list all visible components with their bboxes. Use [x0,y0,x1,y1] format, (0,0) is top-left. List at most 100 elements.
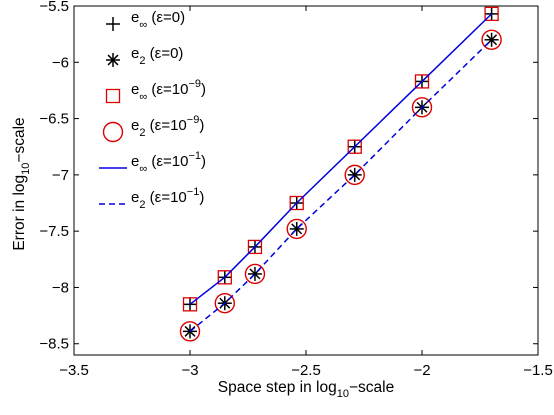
series-4-point [344,164,365,186]
legend-label-paren: (ε=10 [147,81,188,98]
legend-label-paren: (ε=0) [147,9,185,26]
square-outline [484,6,499,22]
legend-label-main: e [131,9,139,26]
x-axis-label-subscript: 10 [337,388,349,400]
legend-label-superscript: −1 [187,186,200,198]
y-tick-label: −7 [52,167,69,184]
ticks-layer: −3.5 −3 −2.5 −2 −1.5 −8.5 −8 −7.5 −7 −6.5 −6 −5.5 [39,0,552,379]
x-axis-label-tail: −scale [349,379,394,396]
series-4-point [411,97,433,118]
legend-entry-3: e∞ (ε=10−9) [105,78,206,104]
x-tick-label: −2 [413,362,430,379]
series-5 [189,13,493,305]
legend-label-main: e [131,117,139,134]
circle-outline [411,97,433,118]
legend-label-superscript: −1 [188,150,201,162]
series-3-point [414,74,430,89]
legend-label-paren: (ε=0) [145,45,183,62]
series-3-point [347,139,362,154]
legend-label: e∞ (ε=10−1) [131,150,206,175]
legend-label-main: e [131,189,139,206]
circle-outline [179,321,201,342]
legend-label-close: ) [199,117,204,134]
legend-label-close: ) [199,189,204,206]
y-tick-label: −6 [52,54,69,71]
circle-outline [244,263,266,285]
y-axis-label: Error in log10−scale [11,117,32,250]
legend-label-subscript: ∞ [139,163,147,175]
square-outline [347,139,362,154]
legend-label-main: e [131,45,139,62]
legend-label-close: ) [201,81,206,98]
series-3-point [484,6,499,22]
circle-outline [481,29,502,50]
circle-outline [102,121,124,143]
legend-entry-4: e2 (ε=10−9) [102,114,204,143]
y-tick-label: −8 [52,279,69,296]
series-3-point [182,297,198,312]
series-4 [179,29,502,342]
legend-label-superscript: −9 [187,114,200,126]
y-tick-label: −8.5 [39,336,69,353]
series-4-point [244,263,266,285]
legend-label: e2 (ε=10−1) [131,186,204,211]
legend-label-subscript: ∞ [139,91,147,103]
square-outline [414,74,430,89]
y-axis-label-main: Error in log [11,175,28,251]
x-tick-label: −3 [181,362,198,379]
legend-marker-symbol [102,121,124,143]
series-6-line [189,39,493,332]
x-tick-label: −1.5 [523,362,553,379]
y-axis-label-tail: −scale [11,117,28,162]
legend-entry-2: e2 (ε=0) [106,45,183,67]
square-outline [105,88,121,104]
series-3 [182,6,499,312]
legend-label-subscript: 2 [139,199,145,211]
legend-label-subscript: ∞ [139,19,147,31]
legend-label-paren: (ε=10 [145,189,186,206]
x-tick-label: −2.5 [291,362,321,379]
series-4-point [214,293,236,314]
legend-label-paren: (ε=10 [147,153,188,170]
series-4-point [286,218,307,240]
square-outline [217,270,232,285]
legend-label: e∞ (ε=0) [131,9,185,31]
x-axis-label: Space step in log10−scale [218,379,394,400]
legend-label: e2 (ε=10−9) [131,114,204,139]
square-outline [182,297,198,312]
circle-outline [214,293,236,314]
series-6 [189,39,493,332]
legend-entry-1: e∞ (ε=0) [106,9,185,31]
circle-outline [286,218,307,240]
y-tick-label: −6.5 [39,111,69,128]
legend-entry-6: e2 (ε=10−1) [99,186,204,211]
series-4-point [481,29,502,50]
legend-marker-symbol [106,53,120,67]
x-tick-label: −3.5 [59,362,89,379]
legend-label-paren: (ε=10 [145,117,186,134]
series-3-point [217,270,232,285]
legend-label-main: e [131,81,139,98]
square-outline [289,195,304,211]
square-outline [247,239,263,255]
asterisk-stroke [107,54,119,66]
legend-marker-symbol [106,17,120,31]
legend-label-subscript: 2 [139,55,145,67]
series-2-point [289,221,304,236]
y-tick-label: −7.5 [39,223,69,240]
series-3-point [289,195,304,211]
legend-label: e∞ (ε=10−9) [131,78,206,103]
legend-label-superscript: −9 [188,78,201,90]
y-tick-label: −5.5 [39,0,69,15]
y-axis-label-subscript: 10 [20,163,32,175]
legend-label-close: ) [201,153,206,170]
x-axis-label-main: Space step in log [218,379,337,396]
series-4-point [179,321,201,342]
series-3-point [247,239,263,255]
legend: e∞ (ε=0)e2 (ε=0)e∞ (ε=10−9)e2 (ε=10−9)e∞… [99,9,206,211]
legend-label: e2 (ε=0) [131,45,183,67]
legend-label-subscript: 2 [139,127,145,139]
legend-marker-symbol [105,88,121,104]
